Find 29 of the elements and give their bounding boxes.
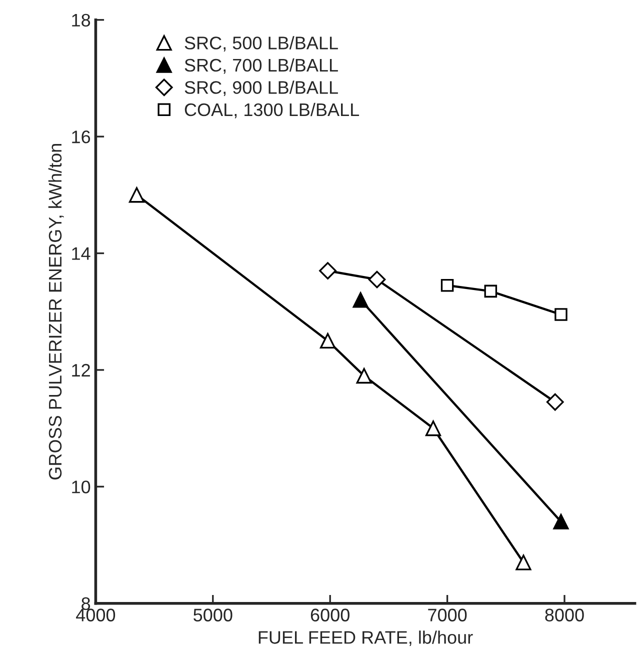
legend-label: COAL, 1300 LB/BALL bbox=[184, 102, 360, 118]
point bbox=[368, 270, 386, 288]
point bbox=[553, 514, 569, 530]
point bbox=[554, 308, 568, 321]
y-axis-title: GROSS PULVERIZER ENERGY, kWh/ton bbox=[48, 144, 64, 480]
y-tick-label: 12 bbox=[72, 364, 90, 376]
y-tick-label: 18 bbox=[72, 14, 90, 27]
x-tick-label: 4000 bbox=[76, 608, 116, 622]
legend-label: SRC, 500 LB/BALL bbox=[184, 36, 338, 52]
point bbox=[484, 284, 498, 298]
point bbox=[440, 278, 454, 292]
x-tick-label: 7000 bbox=[428, 608, 467, 622]
y-tick-label: 16 bbox=[72, 130, 90, 144]
legend-label: SRC, 700 LB/BALL bbox=[184, 58, 338, 74]
x-tick-label: 8000 bbox=[545, 608, 584, 622]
y-tick-label: 14 bbox=[72, 247, 90, 260]
point bbox=[356, 368, 372, 384]
legend-label: SRC, 900 LB/BALL bbox=[184, 80, 338, 96]
point bbox=[546, 393, 564, 411]
point bbox=[128, 187, 144, 203]
y-tick-label: 10 bbox=[72, 480, 90, 494]
x-tick-label: 5000 bbox=[194, 608, 232, 622]
point bbox=[425, 420, 442, 436]
x-axis-title: FUEL FEED RATE, lb/hour bbox=[258, 630, 473, 646]
point bbox=[352, 292, 368, 308]
point bbox=[320, 333, 336, 349]
point bbox=[319, 262, 336, 280]
x-tick-label: 6000 bbox=[310, 608, 350, 622]
point bbox=[516, 554, 532, 570]
